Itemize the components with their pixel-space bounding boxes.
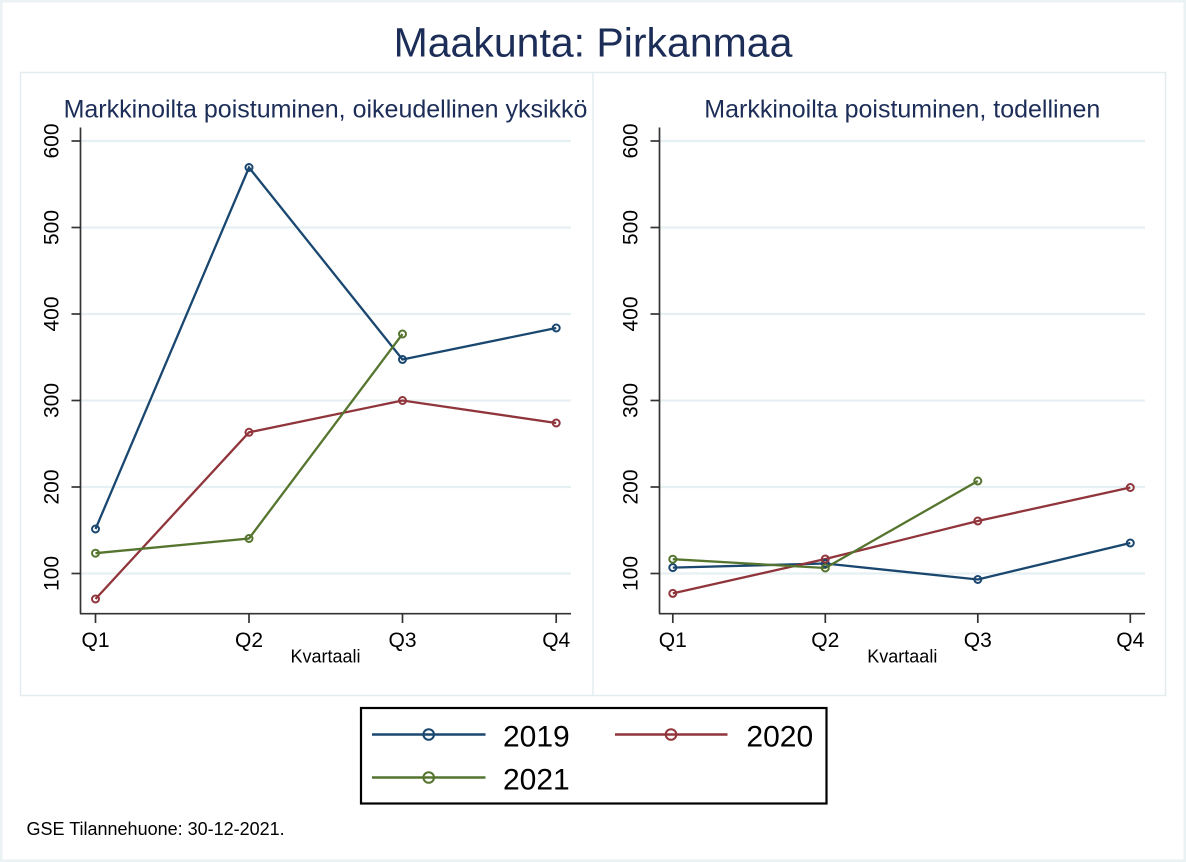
svg-text:Markkinoilta poistuminen, tode: Markkinoilta poistuminen, todellinen: [704, 96, 1100, 124]
svg-text:500: 500: [620, 210, 643, 245]
svg-text:Q1: Q1: [81, 629, 109, 652]
svg-text:400: 400: [620, 296, 643, 331]
svg-text:Kvartaali: Kvartaali: [867, 647, 937, 667]
svg-text:300: 300: [41, 383, 64, 418]
svg-text:2021: 2021: [503, 764, 570, 797]
svg-text:600: 600: [41, 123, 64, 158]
svg-text:400: 400: [41, 296, 64, 331]
svg-text:Maakunta: Pirkanmaa: Maakunta: Pirkanmaa: [394, 20, 793, 66]
svg-text:500: 500: [41, 210, 64, 245]
svg-text:Kvartaali: Kvartaali: [290, 647, 360, 667]
svg-text:Markkinoilta poistuminen, oike: Markkinoilta poistuminen, oikeudellinen …: [64, 96, 588, 124]
svg-text:2020: 2020: [746, 721, 813, 754]
svg-text:Q4: Q4: [1116, 629, 1144, 652]
svg-text:GSE Tilannehuone: 30-12-2021.: GSE Tilannehuone: 30-12-2021.: [27, 819, 285, 839]
svg-text:Q1: Q1: [659, 629, 687, 652]
svg-text:Q2: Q2: [235, 629, 263, 652]
svg-text:2019: 2019: [503, 721, 570, 754]
svg-text:100: 100: [41, 556, 64, 591]
svg-text:200: 200: [41, 469, 64, 504]
svg-text:Q3: Q3: [388, 629, 416, 652]
svg-text:200: 200: [620, 469, 643, 504]
svg-text:100: 100: [620, 556, 643, 591]
svg-text:300: 300: [620, 383, 643, 418]
svg-text:Q4: Q4: [542, 629, 570, 652]
svg-text:Q2: Q2: [811, 629, 839, 652]
svg-text:Q3: Q3: [964, 629, 992, 652]
svg-text:600: 600: [620, 123, 643, 158]
